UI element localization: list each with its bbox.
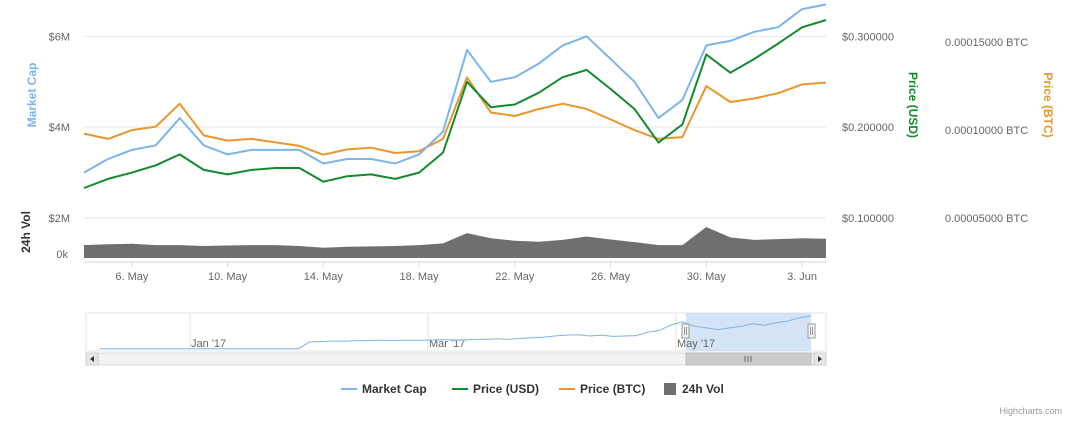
legend-item-price-btc[interactable]: Price (BTC) [559,382,645,396]
market-cap-line [83,3,827,174]
x-tick-label: 10. May [208,271,248,283]
volume-tick-label: 0k [56,249,68,261]
navigator-selected-range[interactable] [686,313,811,351]
volume-area [84,227,826,258]
legend-label: Price (BTC) [580,382,645,396]
credits-link[interactable]: Highcharts.com [999,406,1062,416]
x-tick-label: 3. Jun [787,271,817,283]
price-usd-tick-label: $0.300000 [842,31,894,43]
scrollbar-right-button[interactable] [813,352,827,366]
volume-axis-ticks: 0k [56,249,68,261]
x-axis-ticks: 6. May 10. May 14. May 18. May 22. May 26. Ma… [115,262,817,283]
grid-lines [84,35,826,219]
price-btc-axis-ticks: 0.00005000 BTC 0.00010000 BTC 0.00015000 B… [945,37,1028,225]
price-usd-tick-label: $0.200000 [842,122,894,134]
legend-item-price-usd[interactable]: Price (USD) [452,382,539,396]
legend-label: Market Cap [362,382,427,396]
legend-label: Price (USD) [473,382,539,396]
market-cap-tick-label: $4M [49,122,70,134]
legend[interactable]: Market Cap Price (USD) Price (BTC) 24h Vol [341,382,724,396]
price-btc-line [83,76,827,156]
navigator-label: Jan '17 [191,338,226,350]
legend-symbol [664,383,676,395]
price-btc-tick-label: 0.00005000 BTC [945,213,1028,225]
navigator-series-line [100,315,812,350]
price-usd-tick-label: $0.100000 [842,213,894,225]
x-tick-label: 18. May [400,271,440,283]
price-btc-axis-title: Price (BTC) [1041,72,1055,137]
navigator-right-handle[interactable] [807,323,816,339]
market-cap-tick-label: $2M [49,213,70,225]
x-tick-label: 6. May [115,271,149,283]
volume-axis-title: 24h Vol [19,211,33,253]
navigator-label: Mar '17 [429,338,465,350]
navigator-left-handle[interactable] [681,323,690,339]
navigator-labels: Jan '17 Mar '17 May '17 [189,313,715,351]
price-usd-axis-ticks: $0.100000 $0.200000 $0.300000 [842,31,894,225]
chevron-right-icon [818,356,822,362]
navigator-label: May '17 [677,338,715,350]
price-usd-axis-title: Price (USD) [906,72,920,138]
x-tick-label: 30. May [687,271,727,283]
market-cap-axis-title: Market Cap [25,63,39,128]
volume-series [84,227,826,258]
x-tick-label: 22. May [495,271,535,283]
price-btc-tick-label: 0.00010000 BTC [945,125,1028,137]
price-series [83,3,827,189]
legend-item-market-cap[interactable]: Market Cap [341,382,427,396]
scrollbar[interactable] [85,352,827,366]
scrollbar-grip-icon [744,356,752,362]
x-tick-label: 26. May [591,271,631,283]
legend-label: 24h Vol [682,382,724,396]
market-cap-tick-label: $6M [49,31,70,43]
market-cap-axis-ticks: $2M $4M $6M [49,31,70,225]
x-tick-label: 14. May [304,271,344,283]
chevron-left-icon [90,356,94,362]
navigator[interactable]: Jan '17 Mar '17 May '17 [85,312,827,352]
scrollbar-left-button[interactable] [85,352,99,366]
price-usd-line [83,19,827,189]
legend-item-volume[interactable]: 24h Vol [664,382,724,396]
price-btc-tick-label: 0.00015000 BTC [945,37,1028,49]
